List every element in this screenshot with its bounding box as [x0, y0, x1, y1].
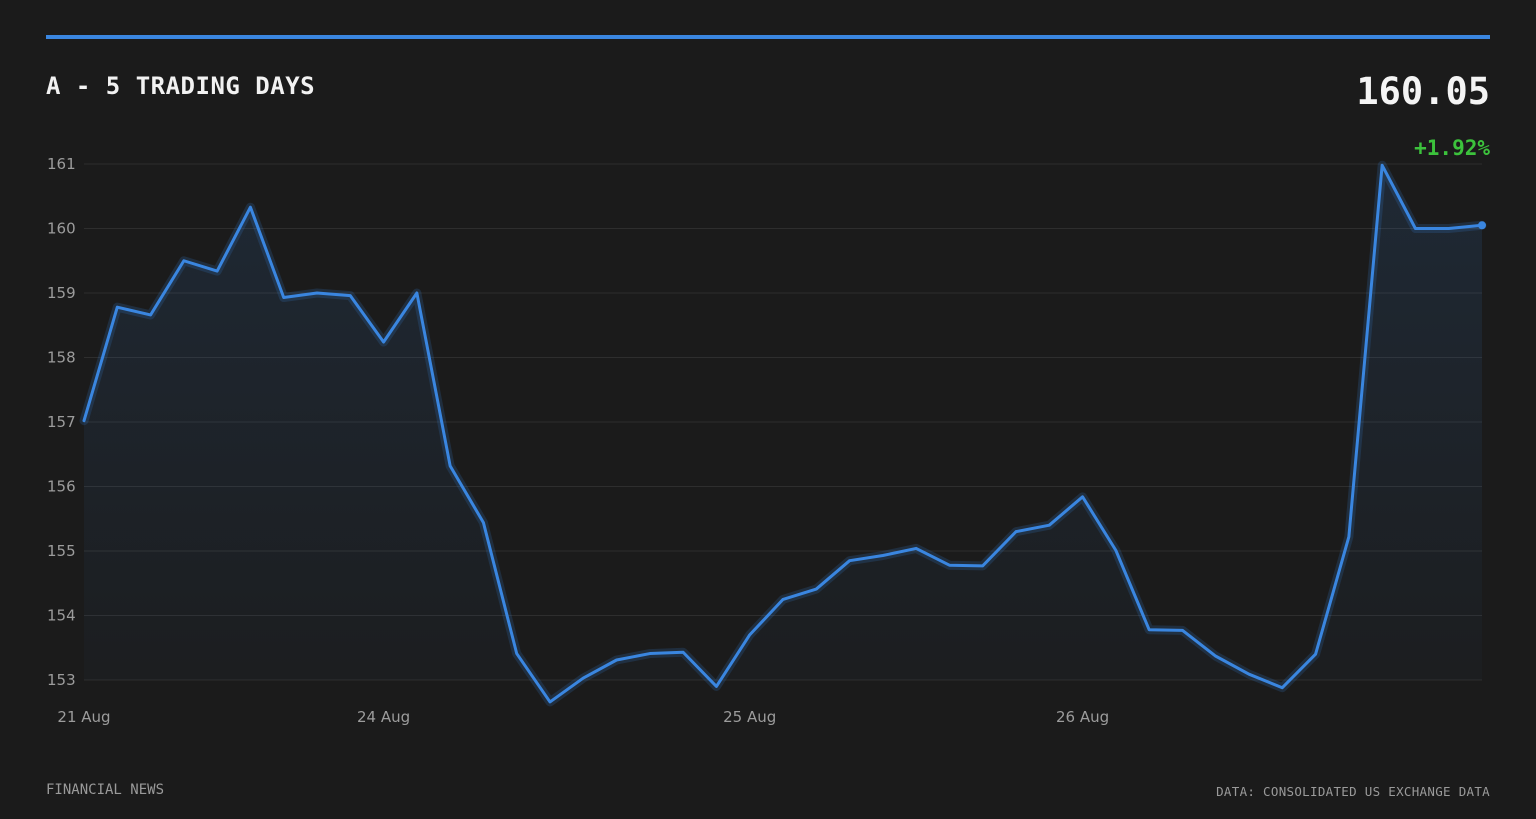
- y-tick-label: 156: [47, 478, 76, 496]
- y-tick-label: 153: [47, 671, 76, 689]
- x-tick-label: 26 Aug: [1056, 708, 1109, 726]
- y-tick-label: 157: [47, 413, 76, 431]
- y-tick-label: 161: [47, 155, 76, 173]
- source-right: DATA: CONSOLIDATED US EXCHANGE DATA: [1216, 784, 1490, 799]
- y-tick-label: 154: [47, 607, 76, 625]
- current-price: 160.05: [1356, 70, 1490, 113]
- y-tick-label: 155: [47, 542, 76, 560]
- x-tick-label: 21 Aug: [57, 708, 110, 726]
- source-left: FINANCIAL NEWS: [46, 782, 165, 798]
- price-change-percent: +1.92%: [1414, 136, 1490, 160]
- x-tick-label: 24 Aug: [357, 708, 410, 726]
- top-accent-rule: [46, 35, 1490, 39]
- y-tick-label: 158: [47, 349, 76, 367]
- last-price-point: [1478, 221, 1486, 230]
- y-tick-label: 160: [47, 220, 76, 238]
- x-axis-labels: 21 Aug 24 Aug 25 Aug 26 Aug: [57, 708, 1109, 726]
- y-tick-label: 159: [47, 284, 76, 302]
- chart-title: A - 5 TRADING DAYS: [46, 72, 316, 100]
- y-axis-labels: 161 160 159 158 157 156 155 154 153: [47, 155, 76, 689]
- price-line: [82, 163, 1484, 704]
- price-area-fill: [84, 165, 1482, 702]
- x-tick-label: 25 Aug: [723, 708, 776, 726]
